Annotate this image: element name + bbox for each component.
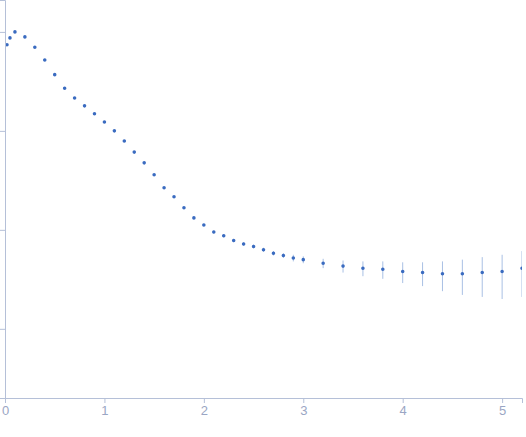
- data-point: [93, 112, 97, 116]
- data-point: [461, 272, 465, 276]
- data-point: [262, 248, 266, 252]
- x-tick: 4: [400, 398, 407, 418]
- y-tick: [0, 329, 5, 330]
- data-point: [123, 139, 127, 143]
- data-point: [520, 266, 522, 270]
- plot: 0 1 2 3 4 5: [0, 1, 524, 419]
- x-tick-label: 4: [400, 403, 407, 418]
- data-point: [401, 270, 405, 274]
- data-point: [152, 173, 156, 177]
- data-point: [142, 161, 146, 165]
- x-tick-label: 1: [101, 403, 108, 418]
- y-tick: [0, 230, 5, 231]
- error-bar: [442, 261, 443, 291]
- data-point: [83, 104, 87, 108]
- data-point: [13, 30, 17, 34]
- data-point: [192, 216, 196, 220]
- y-tick: [0, 32, 5, 33]
- x-tick-label: 3: [300, 403, 307, 418]
- data-point: [202, 223, 206, 227]
- data-point: [282, 254, 286, 258]
- data-point: [232, 239, 236, 243]
- data-point: [500, 270, 504, 274]
- x-tick-label: 5: [499, 403, 506, 418]
- data-point: [480, 271, 484, 275]
- data-point: [162, 186, 166, 190]
- data-point: [103, 120, 107, 124]
- data-point: [272, 251, 276, 255]
- data-point: [242, 242, 246, 246]
- data-point: [381, 267, 385, 271]
- data-point: [421, 271, 425, 275]
- error-bar: [462, 260, 463, 295]
- y-tick-mark: [0, 230, 5, 231]
- error-bar: [482, 257, 483, 297]
- x-tick: 3: [300, 398, 307, 418]
- data-point: [23, 35, 27, 39]
- data-point: [252, 245, 256, 249]
- error-bar: [502, 255, 503, 299]
- x-tick-label: 0: [2, 403, 9, 418]
- data-point: [172, 195, 176, 199]
- y-tick-mark: [0, 32, 5, 33]
- data-point: [222, 234, 226, 238]
- data-point: [292, 256, 296, 260]
- data-point: [132, 150, 136, 154]
- data-point: [441, 272, 445, 276]
- y-axis: [0, 1, 6, 399]
- y-axis-line: [0, 1, 6, 399]
- x-tick-label: 2: [201, 403, 208, 418]
- data-point: [43, 58, 47, 62]
- x-axis-line: [6, 399, 523, 404]
- x-tick: 2: [201, 398, 208, 418]
- data-point: [53, 73, 57, 77]
- data-point: [8, 36, 12, 40]
- data-point: [73, 96, 77, 100]
- data-point: [321, 261, 325, 265]
- data-point: [63, 86, 67, 90]
- y-tick: [0, 131, 5, 132]
- error-bar: [522, 251, 523, 297]
- data-point: [361, 266, 365, 270]
- x-tick: 0: [2, 398, 9, 418]
- y-tick-mark: [0, 131, 5, 132]
- data-point: [182, 206, 186, 210]
- data-point: [212, 230, 216, 234]
- y-tick-mark: [0, 329, 5, 330]
- data-point: [341, 264, 345, 268]
- data-point: [33, 45, 37, 49]
- chart: 0 1 2 3 4 5: [0, 0, 526, 437]
- marks: [5, 30, 522, 299]
- data-point: [113, 129, 117, 133]
- x-tick: 5: [499, 398, 506, 418]
- x-tick: 1: [101, 398, 108, 418]
- data-point: [301, 258, 305, 262]
- x-axis: 0 1 2 3 4 5: [2, 398, 523, 418]
